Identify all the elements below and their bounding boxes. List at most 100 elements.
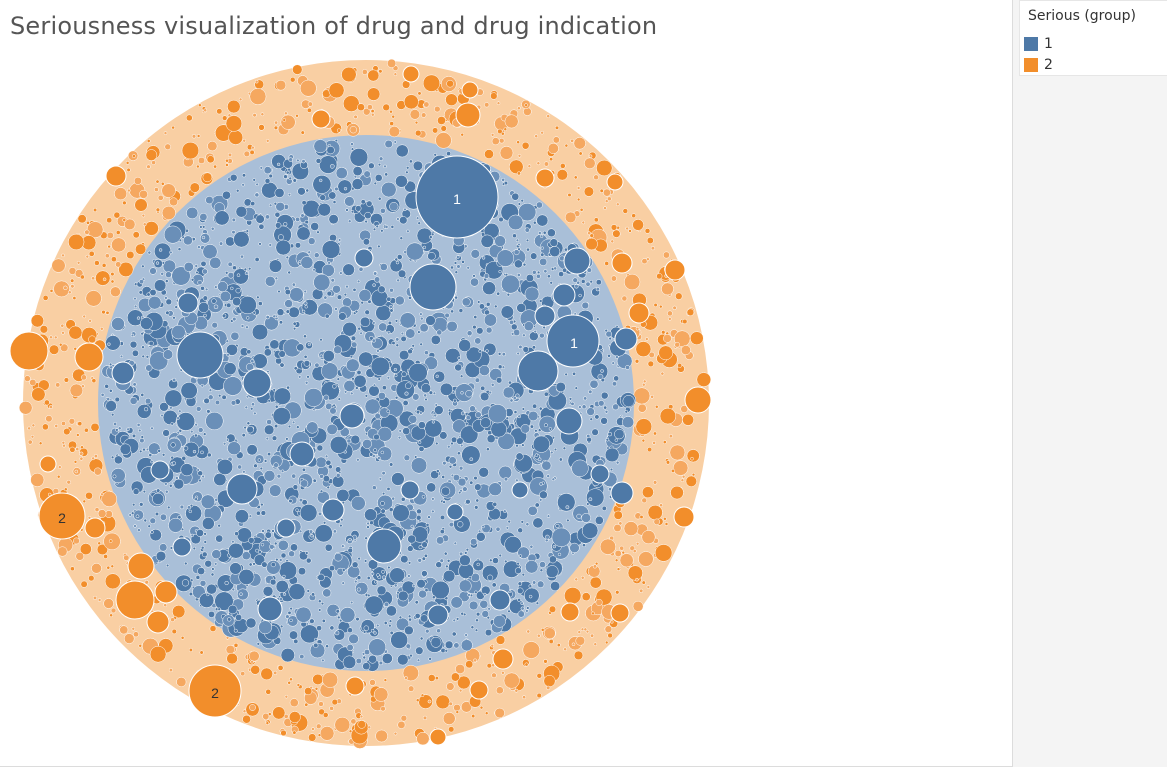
bubble-group-1[interactable] — [142, 489, 147, 494]
bubble-group-2[interactable] — [288, 711, 301, 724]
bubble-group-1[interactable] — [540, 246, 544, 250]
bubble-group-2[interactable] — [655, 405, 659, 409]
bubble-group-2[interactable] — [202, 172, 213, 183]
bubble-group-1[interactable] — [551, 477, 555, 481]
bubble-group-1[interactable] — [503, 477, 509, 482]
bubble-group-2[interactable] — [88, 335, 96, 344]
bubble-group-1[interactable] — [256, 642, 260, 646]
bubble-group-2[interactable] — [427, 674, 436, 682]
bubble-group-1[interactable] — [356, 279, 361, 284]
bubble-group-1[interactable] — [240, 324, 245, 328]
bubble-group-2[interactable] — [76, 261, 81, 265]
bubble-group-1[interactable] — [574, 386, 578, 390]
bubble-group-2[interactable] — [548, 639, 554, 644]
bubble-group-2[interactable] — [199, 650, 204, 655]
bubble-group-1[interactable] — [254, 257, 260, 262]
bubble-group-1[interactable] — [377, 162, 382, 167]
bubble-group-1[interactable] — [536, 201, 543, 209]
bubble-group-2[interactable] — [272, 706, 286, 720]
bubble-group-1[interactable] — [246, 444, 258, 456]
bubble-group-1[interactable] — [467, 593, 471, 597]
bubble-group-1[interactable] — [256, 295, 260, 299]
bubble-group-1[interactable] — [374, 276, 381, 283]
bubble-group-2-large[interactable] — [611, 252, 633, 274]
bubble-group-2[interactable] — [453, 703, 461, 712]
bubble-group-1[interactable] — [351, 178, 364, 190]
bubble-group-1-large[interactable] — [321, 498, 345, 522]
bubble-group-1[interactable] — [466, 266, 470, 270]
bubble-group-2[interactable] — [101, 491, 118, 507]
bubble-group-2[interactable] — [554, 125, 560, 130]
bubble-group-1-large[interactable] — [111, 361, 135, 385]
bubble-group-1[interactable] — [481, 524, 485, 529]
bubble-group-2[interactable] — [362, 107, 371, 116]
bubble-group-1[interactable] — [601, 505, 607, 511]
bubble-group-2[interactable] — [422, 74, 441, 92]
bubble-group-1[interactable] — [314, 524, 333, 543]
bubble-group-1[interactable] — [206, 592, 210, 597]
bubble-group-1[interactable] — [446, 559, 451, 563]
bubble-group-2[interactable] — [163, 131, 168, 135]
bubble-group-1[interactable] — [234, 509, 249, 524]
bubble-group-2[interactable] — [432, 127, 439, 134]
bubble-group-2[interactable] — [265, 721, 270, 725]
bubble-group-1[interactable] — [458, 579, 472, 593]
bubble-group-1[interactable] — [222, 190, 231, 200]
bubble-group-1[interactable] — [419, 636, 424, 641]
bubble-group-1[interactable] — [334, 307, 338, 311]
bubble-group-2[interactable] — [42, 295, 49, 301]
bubble-group-2[interactable] — [155, 207, 161, 213]
bubble-group-1[interactable] — [308, 529, 314, 534]
bubble-group-1[interactable] — [517, 598, 521, 602]
bubble-group-2[interactable] — [273, 125, 279, 130]
bubble-group-1[interactable] — [517, 527, 523, 534]
bubble-group-2[interactable] — [312, 673, 324, 685]
bubble-group-1[interactable] — [457, 451, 461, 456]
bubble-group-1[interactable] — [270, 562, 276, 568]
bubble-group-1[interactable] — [273, 462, 279, 468]
bubble-group-2[interactable] — [110, 279, 115, 284]
bubble-group-1[interactable] — [480, 392, 490, 402]
bubble-group-2[interactable] — [101, 309, 106, 315]
bubble-group-2[interactable] — [366, 87, 381, 101]
bubble-group-1[interactable] — [439, 558, 444, 563]
bubble-group-2[interactable] — [60, 343, 69, 352]
bubble-group-2[interactable] — [494, 707, 505, 719]
bubble-group-1[interactable] — [157, 449, 162, 453]
bubble-group-2[interactable] — [132, 231, 140, 239]
bubble-group-2[interactable] — [101, 263, 107, 268]
bubble-group-1[interactable] — [542, 325, 546, 330]
bubble-group-2[interactable] — [103, 554, 108, 559]
bubble-group-2[interactable] — [652, 441, 656, 445]
bubble-group-1[interactable] — [379, 407, 390, 418]
bubble-group-1[interactable] — [334, 186, 339, 192]
bubble-group-1[interactable] — [383, 601, 390, 607]
bubble-group-2[interactable] — [161, 205, 176, 220]
bubble-group-2[interactable] — [580, 627, 585, 632]
bubble-group-2[interactable] — [647, 447, 653, 453]
bubble-group-2-large[interactable] — [9, 331, 49, 371]
bubble-group-1[interactable] — [135, 514, 140, 519]
bubble-group-1[interactable] — [218, 394, 222, 398]
bubble-group-2[interactable] — [686, 308, 695, 317]
bubble-group-2[interactable] — [55, 382, 61, 388]
bubble-group-1[interactable] — [276, 308, 285, 316]
bubble-group-2[interactable] — [280, 114, 296, 130]
bubble-group-1[interactable] — [465, 415, 471, 421]
bubble-group-1[interactable] — [386, 330, 391, 335]
bubble-group-1[interactable] — [421, 495, 426, 499]
bubble-group-2[interactable] — [31, 423, 36, 428]
bubble-group-1[interactable] — [516, 273, 521, 277]
bubble-group-1[interactable] — [224, 580, 229, 586]
bubble-group-1[interactable] — [317, 302, 333, 319]
bubble-group-2[interactable] — [213, 164, 218, 169]
bubble-group-1-large[interactable] — [534, 305, 556, 327]
bubble-group-2[interactable] — [479, 705, 484, 710]
bubble-group-1[interactable] — [323, 295, 328, 300]
bubble-group-1[interactable] — [459, 374, 464, 378]
bubble-group-1[interactable] — [397, 435, 402, 440]
bubble-group-1[interactable] — [362, 438, 373, 449]
bubble-group-2[interactable] — [91, 563, 102, 574]
bubble-group-2[interactable] — [84, 229, 90, 235]
bubble-group-1[interactable] — [492, 501, 498, 507]
